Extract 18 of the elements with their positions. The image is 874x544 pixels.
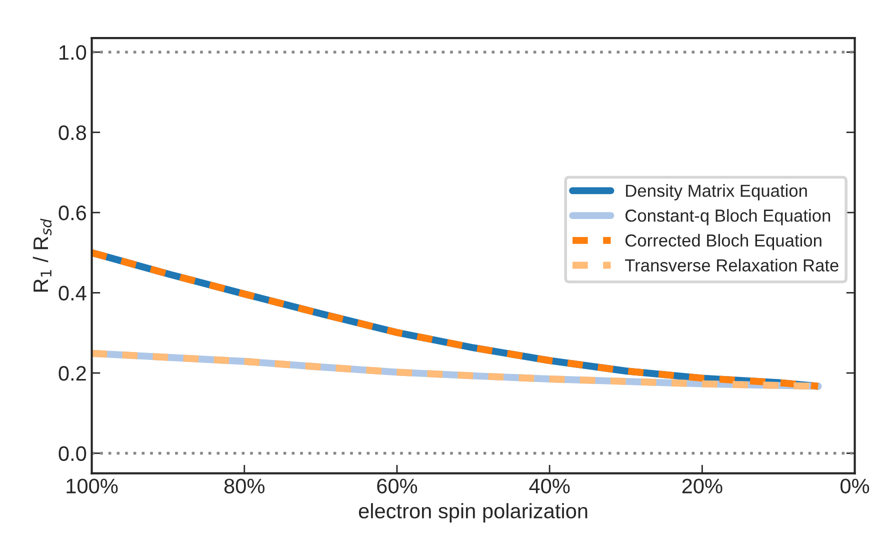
y-tick-label: 0.2 [58, 366, 86, 381]
y-tick-label: 1.0 [60, 45, 86, 60]
legend-label: Constant-q Bloch Equation [626, 209, 830, 226]
y-tick-label: 0.8 [58, 125, 86, 140]
x-tick-label: 60% [377, 478, 418, 494]
y-tick-label: 0.6 [58, 206, 86, 220]
x-tick-label: 100% [66, 478, 118, 494]
y-tick-label: 0.0 [58, 446, 86, 461]
legend-label: Transverse Relaxation Rate [625, 258, 838, 272]
x-axis-title: electron spin polarization [358, 503, 588, 523]
legend-label: Corrected Bloch Equation [626, 234, 822, 250]
y-axis-title: R$_{1}$ / R$_{sd}$ [32, 218, 52, 292]
y-tick-label: 0.4 [58, 286, 86, 301]
x-tick-label: 0% [840, 478, 870, 494]
x-tick-label: 40% [529, 478, 570, 494]
x-tick-label: 80% [224, 478, 264, 494]
x-tick-label: 20% [682, 478, 722, 494]
legend-label: Density Matrix Equation [626, 184, 807, 200]
